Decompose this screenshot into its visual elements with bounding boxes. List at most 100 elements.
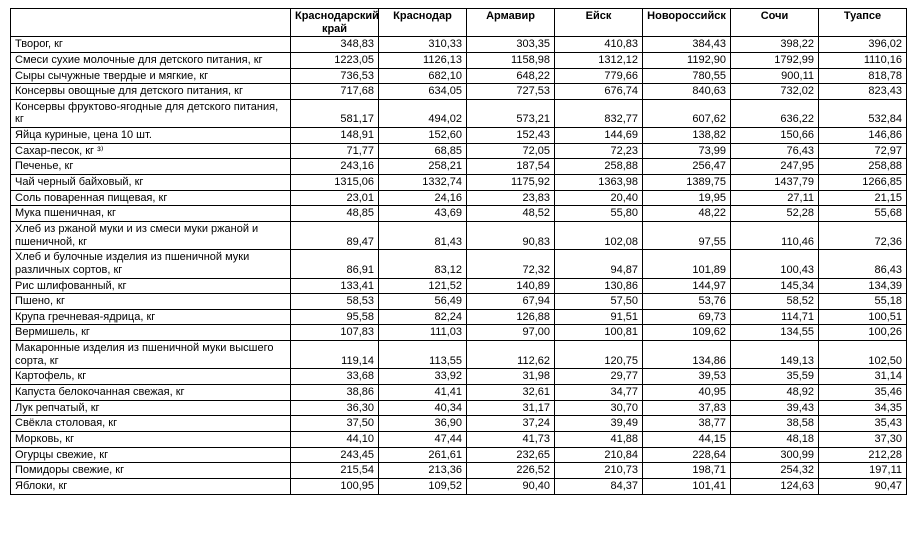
cell-value: 82,24 xyxy=(379,309,467,325)
row-label: Лук репчатый, кг xyxy=(11,400,291,416)
cell-value: 41,41 xyxy=(379,385,467,401)
cell-value: 1792,99 xyxy=(731,52,819,68)
table-row: Крупа гречневая-ядрица, кг95,5882,24126,… xyxy=(11,309,907,325)
cell-value: 818,78 xyxy=(819,68,907,84)
cell-value: 146,86 xyxy=(819,128,907,144)
cell-value: 258,88 xyxy=(819,159,907,175)
cell-value: 210,73 xyxy=(555,463,643,479)
cell-value: 1266,85 xyxy=(819,175,907,191)
cell-value: 134,39 xyxy=(819,278,907,294)
cell-value: 900,11 xyxy=(731,68,819,84)
row-label: Свёкла столовая, кг xyxy=(11,416,291,432)
cell-value: 300,99 xyxy=(731,447,819,463)
cell-value: 37,30 xyxy=(819,431,907,447)
cell-value: 780,55 xyxy=(643,68,731,84)
table-body: Творог, кг348,83310,33303,35410,83384,43… xyxy=(11,37,907,494)
table-row: Хлеб и булочные изделия из пшеничной мук… xyxy=(11,250,907,278)
cell-value: 1110,16 xyxy=(819,52,907,68)
cell-value: 213,36 xyxy=(379,463,467,479)
cell-value: 97,00 xyxy=(467,325,555,341)
cell-value: 198,71 xyxy=(643,463,731,479)
cell-value: 55,68 xyxy=(819,206,907,222)
cell-value: 21,15 xyxy=(819,190,907,206)
cell-value: 226,52 xyxy=(467,463,555,479)
cell-value: 37,83 xyxy=(643,400,731,416)
row-label: Печенье, кг xyxy=(11,159,291,175)
cell-value: 1158,98 xyxy=(467,52,555,68)
table-row: Хлеб из ржаной муки и из смеси муки ржан… xyxy=(11,221,907,249)
cell-value: 150,66 xyxy=(731,128,819,144)
cell-value: 732,02 xyxy=(731,84,819,100)
cell-value: 57,50 xyxy=(555,294,643,310)
table-row: Сахар-песок, кг ³⁾71,7768,8572,0572,2373… xyxy=(11,143,907,159)
table-row: Рис шлифованный, кг133,41121,52140,89130… xyxy=(11,278,907,294)
cell-value: 247,95 xyxy=(731,159,819,175)
cell-value: 44,10 xyxy=(291,431,379,447)
cell-value: 23,83 xyxy=(467,190,555,206)
cell-value: 1332,74 xyxy=(379,175,467,191)
header-col: Туапсе xyxy=(819,9,907,37)
cell-value: 72,23 xyxy=(555,143,643,159)
table-row: Лук репчатый, кг36,3040,3431,1730,7037,8… xyxy=(11,400,907,416)
cell-value: 55,18 xyxy=(819,294,907,310)
cell-value: 310,33 xyxy=(379,37,467,53)
row-label: Консервы фруктово-ягодные для детского п… xyxy=(11,99,291,127)
cell-value: 37,24 xyxy=(467,416,555,432)
cell-value: 232,65 xyxy=(467,447,555,463)
cell-value: 607,62 xyxy=(643,99,731,127)
header-col: Ейск xyxy=(555,9,643,37)
cell-value: 41,88 xyxy=(555,431,643,447)
table-row: Консервы овощные для детского питания, к… xyxy=(11,84,907,100)
table-row: Консервы фруктово-ягодные для детского п… xyxy=(11,99,907,127)
cell-value: 69,73 xyxy=(643,309,731,325)
table-row: Капуста белокочанная свежая, кг38,8641,4… xyxy=(11,385,907,401)
cell-value: 676,74 xyxy=(555,84,643,100)
cell-value: 144,69 xyxy=(555,128,643,144)
table-row: Свёкла столовая, кг37,5036,9037,2439,493… xyxy=(11,416,907,432)
cell-value: 31,17 xyxy=(467,400,555,416)
row-label: Крупа гречневая-ядрица, кг xyxy=(11,309,291,325)
cell-value: 100,51 xyxy=(819,309,907,325)
cell-value: 114,71 xyxy=(731,309,819,325)
table-row: Печенье, кг243,16258,21187,54258,88256,4… xyxy=(11,159,907,175)
table-row: Пшено, кг58,5356,4967,9457,5053,7658,525… xyxy=(11,294,907,310)
row-label: Помидоры свежие, кг xyxy=(11,463,291,479)
table-row: Творог, кг348,83310,33303,35410,83384,43… xyxy=(11,37,907,53)
cell-value: 303,35 xyxy=(467,37,555,53)
cell-value: 243,45 xyxy=(291,447,379,463)
row-label: Капуста белокочанная свежая, кг xyxy=(11,385,291,401)
cell-value: 48,22 xyxy=(643,206,731,222)
cell-value: 145,34 xyxy=(731,278,819,294)
cell-value: 126,88 xyxy=(467,309,555,325)
cell-value: 1312,12 xyxy=(555,52,643,68)
row-label: Чай черный байховый, кг xyxy=(11,175,291,191)
table-row: Картофель, кг33,6833,9231,9829,7739,5335… xyxy=(11,369,907,385)
table-row: Помидоры свежие, кг215,54213,36226,52210… xyxy=(11,463,907,479)
cell-value: 1175,92 xyxy=(467,175,555,191)
cell-value: 90,40 xyxy=(467,478,555,494)
row-label: Рис шлифованный, кг xyxy=(11,278,291,294)
cell-value: 56,49 xyxy=(379,294,467,310)
table-row: Яблоки, кг100,95109,5290,4084,37101,4112… xyxy=(11,478,907,494)
cell-value: 86,91 xyxy=(291,250,379,278)
cell-value: 779,66 xyxy=(555,68,643,84)
cell-value: 41,73 xyxy=(467,431,555,447)
row-label: Яйца куриные, цена 10 шт. xyxy=(11,128,291,144)
header-blank xyxy=(11,9,291,37)
cell-value: 100,26 xyxy=(819,325,907,341)
cell-value: 72,36 xyxy=(819,221,907,249)
cell-value: 682,10 xyxy=(379,68,467,84)
header-col: Краснодар xyxy=(379,9,467,37)
cell-value: 573,21 xyxy=(467,99,555,127)
price-table: Краснодарский край Краснодар Армавир Ейс… xyxy=(10,8,907,495)
cell-value: 1192,90 xyxy=(643,52,731,68)
cell-value: 532,84 xyxy=(819,99,907,127)
cell-value: 43,69 xyxy=(379,206,467,222)
cell-value: 348,83 xyxy=(291,37,379,53)
cell-value: 107,83 xyxy=(291,325,379,341)
table-row: Морковь, кг44,1047,4441,7341,8844,1548,1… xyxy=(11,431,907,447)
cell-value: 727,53 xyxy=(467,84,555,100)
cell-value: 40,95 xyxy=(643,385,731,401)
cell-value: 31,14 xyxy=(819,369,907,385)
cell-value: 89,47 xyxy=(291,221,379,249)
